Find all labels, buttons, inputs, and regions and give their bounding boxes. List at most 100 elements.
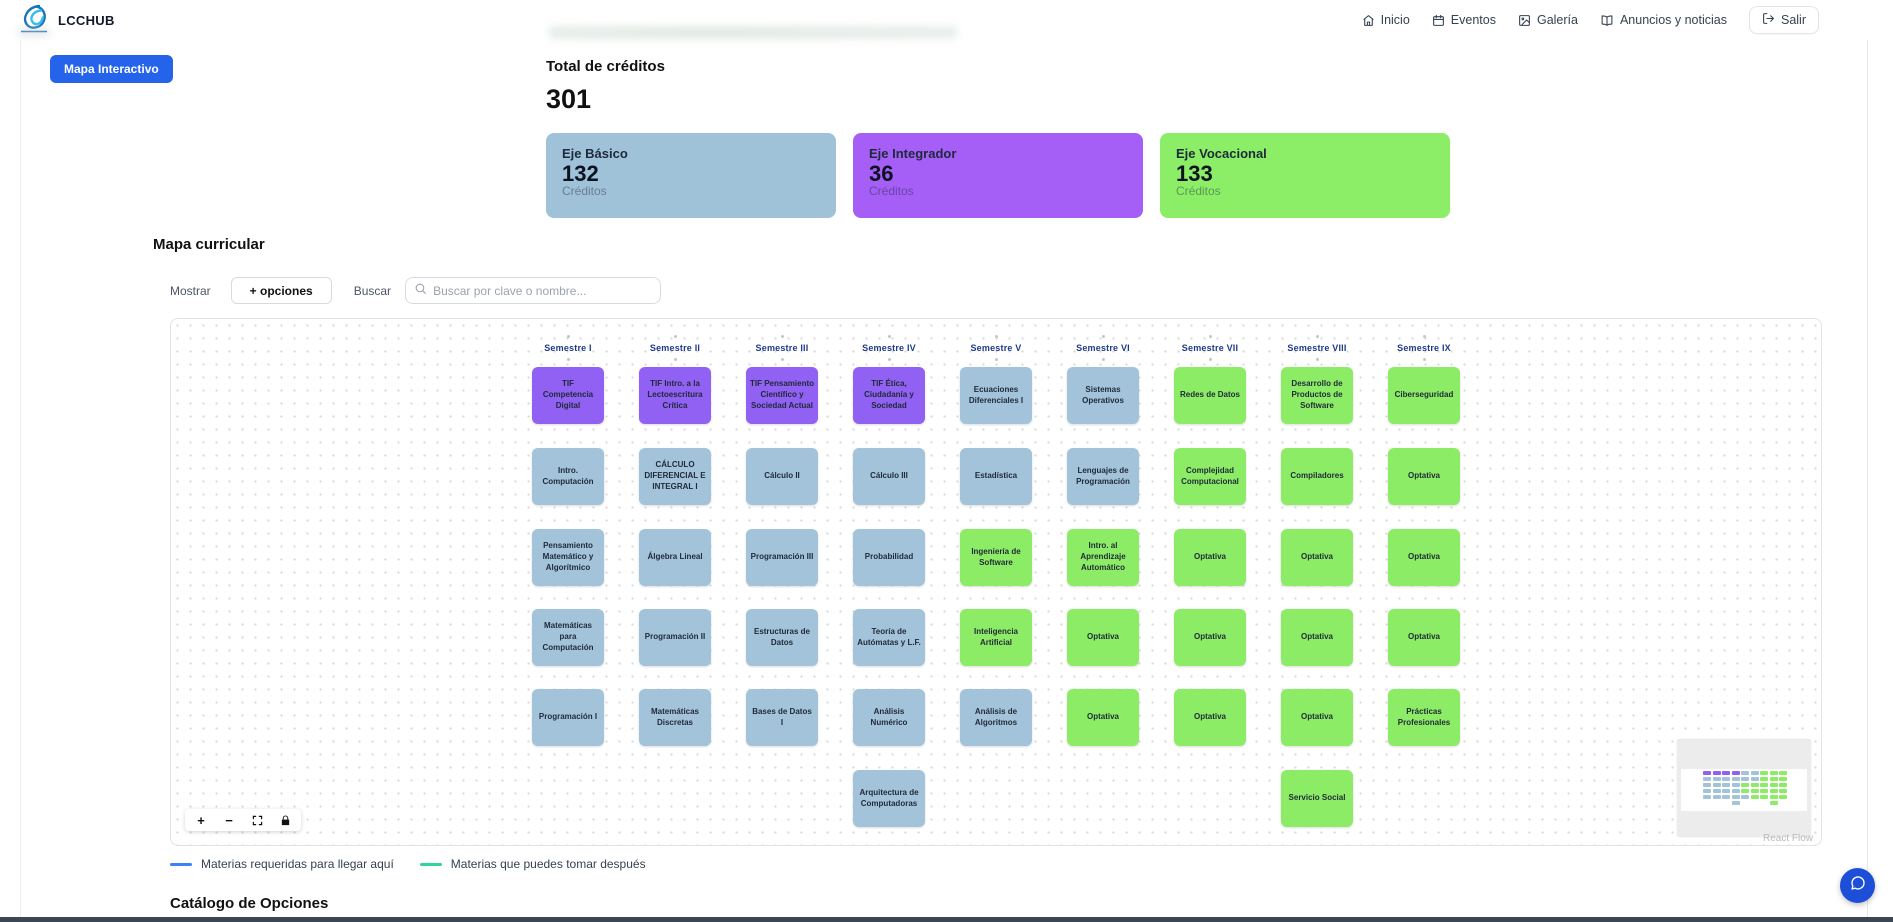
course-node[interactable]: Redes de Datos [1174,367,1246,424]
zoom-in-icon[interactable]: + [193,812,209,828]
minimap-node [1769,795,1778,799]
minimap-node [1731,789,1740,793]
course-node[interactable]: Optativa [1388,609,1460,666]
course-node[interactable]: Prácticas Profesionales [1388,689,1460,746]
course-node[interactable]: Programación III [746,529,818,586]
curriculum-controls: Mostrar + opciones Buscar [170,277,662,304]
nav-item-galer-a[interactable]: Galería [1518,13,1578,27]
course-node[interactable]: Estructuras de Datos [746,609,818,666]
minimap-node [1703,789,1711,793]
legend-label: Materias requeridas para llegar aquí [201,857,394,871]
logout-button[interactable]: Salir [1748,6,1819,34]
course-node[interactable]: Inteligencia Artificial [960,609,1032,666]
course-node[interactable]: Ingeniería de Software [960,529,1032,586]
course-node[interactable]: Probabilidad [853,529,925,586]
course-node[interactable]: Optativa [1174,529,1246,586]
flow-minimap[interactable] [1677,739,1811,837]
chat-icon [1849,874,1867,897]
legend-label: Materias que puedes tomar después [450,857,646,871]
total-credits-title: Total de créditos [546,58,665,75]
course-node[interactable]: Teoría de Autómatas y L.F. [853,609,925,666]
course-node[interactable]: Análisis Numérico [853,689,925,746]
minimap-node [1722,783,1730,787]
course-node[interactable]: Bases de Datos I [746,689,818,746]
course-node[interactable]: Intro. al Aprendizaje Automático [1067,529,1139,586]
show-label: Mostrar [170,283,211,298]
course-node[interactable]: Optativa [1174,689,1246,746]
minimap-node [1779,777,1787,781]
course-node[interactable]: Complejidad Computacional [1174,448,1246,505]
course-node[interactable]: Análisis de Algoritmos [960,689,1032,746]
course-node[interactable]: Compiladores [1281,448,1353,505]
zoom-out-icon[interactable]: − [221,812,237,828]
lock-icon[interactable] [277,812,293,828]
nav-item-inicio[interactable]: Inicio [1362,13,1410,27]
semester-header-9: Semestre IX [1369,335,1479,361]
course-node[interactable]: Estadística [960,448,1032,505]
course-node[interactable]: Programación I [532,689,604,746]
card-name: Eje Básico [562,146,628,161]
nav-item-label: Anuncios y noticias [1619,13,1727,27]
chat-bubble-button[interactable] [1840,868,1875,903]
course-node[interactable]: TIF Intro. a la Lectoescritura Crítica [639,367,711,424]
minimap-node [1760,777,1768,781]
course-node[interactable]: CÁLCULO DIFERENCIAL E INTEGRAL I [639,448,711,505]
course-node[interactable]: Programación II [639,609,711,666]
course-node[interactable]: Optativa [1281,609,1353,666]
minimap-node [1750,777,1759,781]
course-node[interactable]: Álgebra Lineal [639,529,711,586]
nav-item-anuncios-y-noticias[interactable]: Anuncios y noticias [1600,13,1727,27]
options-toggle-button[interactable]: + opciones [230,277,332,304]
semester-header-6: Semestre VI [1048,335,1158,361]
course-node[interactable]: Optativa [1388,448,1460,505]
course-node[interactable]: Optativa [1067,609,1139,666]
minimap-node [1703,771,1711,775]
course-node[interactable]: Optativa [1388,529,1460,586]
minimap-node [1779,789,1787,793]
minimap-node [1769,783,1778,787]
course-node[interactable]: Ciberseguridad [1388,367,1460,424]
minimap-node [1731,777,1740,781]
mapa-interactivo-button[interactable]: Mapa Interactivo [50,55,173,83]
course-node[interactable]: Cálculo III [853,448,925,505]
search-input[interactable] [433,283,653,298]
course-node[interactable]: Arquitectura de Computadoras [853,770,925,827]
semester-header-4: Semestre IV [834,335,944,361]
bottom-dark-strip [0,917,1893,922]
curriculum-flow-canvas[interactable]: Semestre I TIF Competencia Digital Intro. … [170,318,1822,846]
calendar-icon [1432,14,1445,27]
course-node[interactable]: TIF Competencia Digital [532,367,604,424]
minimap-node [1750,771,1759,775]
course-node[interactable]: Ecuaciones Diferenciales I [960,367,1032,424]
course-node[interactable]: Lenguajes de Programación [1067,448,1139,505]
course-node[interactable]: TIF Ética, Ciudadanía y Sociedad [853,367,925,424]
course-node[interactable]: Pensamiento Matemático y Algorítmico [532,529,604,586]
minimap-node [1722,777,1730,781]
fit-view-icon[interactable] [249,812,265,828]
course-node[interactable]: Optativa [1067,689,1139,746]
catalog-title: Catálogo de Opciones [170,895,329,912]
nav-item-eventos[interactable]: Eventos [1432,13,1496,27]
course-node[interactable]: Optativa [1281,529,1353,586]
course-node[interactable]: Sistemas Operativos [1067,367,1139,424]
flow-controls: + − [185,809,301,831]
course-node[interactable]: Matemáticas para Computación [532,609,604,666]
scrollbar-track[interactable] [1867,40,1868,917]
curriculum-title: Mapa curricular [153,236,265,253]
course-node[interactable]: Intro. Computación [532,448,604,505]
nav-item-label: Eventos [1450,13,1496,27]
course-node[interactable]: Optativa [1281,689,1353,746]
minimap-node [1712,783,1721,787]
course-node[interactable]: Matemáticas Discretas [639,689,711,746]
minimap-node [1750,795,1759,799]
credit-cards: Eje Básico 132 Créditos Eje Integrador 36… [546,133,1450,218]
credit-card-eje-vocacional: Eje Vocacional 133 Créditos [1160,133,1450,218]
course-node[interactable]: Desarrollo de Productos de Software [1281,367,1353,424]
course-node[interactable]: Optativa [1174,609,1246,666]
course-node[interactable]: Servicio Social [1281,770,1353,827]
course-node[interactable]: Cálculo II [746,448,818,505]
minimap-node [1750,783,1759,787]
minimap-node [1741,783,1749,787]
course-node[interactable]: TIF Pensamiento Científico y Sociedad Ac… [746,367,818,424]
minimap-node [1760,771,1768,775]
